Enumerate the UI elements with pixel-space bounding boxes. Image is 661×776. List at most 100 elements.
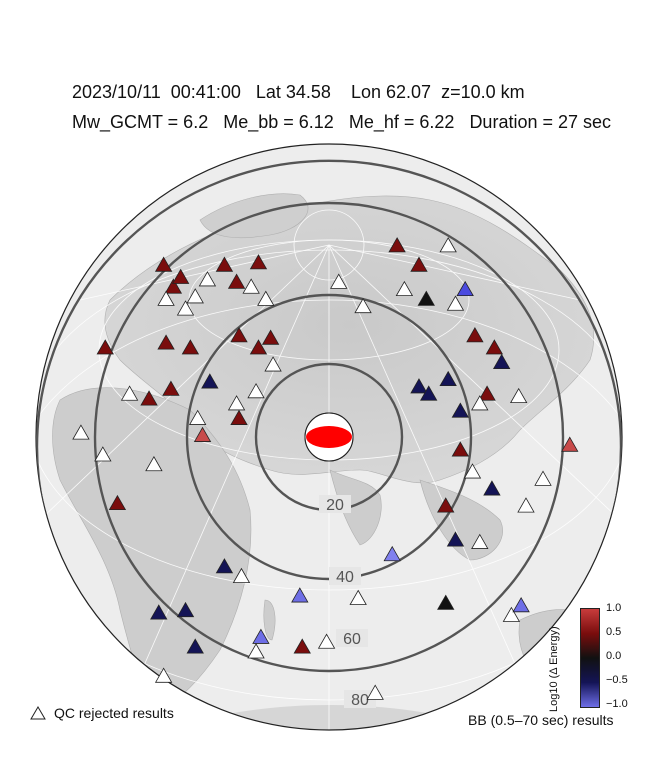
me-bb: Me_bb = 6.12 — [223, 112, 334, 132]
ring-label-background — [319, 495, 351, 513]
station-triangle — [157, 334, 175, 350]
ring-label-background — [329, 567, 361, 585]
ring-label-60: 60 — [343, 631, 361, 648]
colorbar-tick: −0.5 — [606, 674, 628, 686]
station-triangle — [492, 353, 511, 370]
station-triangle — [478, 385, 496, 401]
station-triangle — [227, 395, 246, 411]
station-triangle — [395, 280, 414, 297]
antarctica-landmass — [200, 705, 460, 730]
colorbar-tick: 1.0 — [606, 602, 622, 614]
station-triangle — [215, 558, 234, 574]
event-info-line: 2023/10/11 00:41:00 Lat 34.58 Lon 62.07 … — [72, 82, 525, 103]
ring-label-40: 40 — [336, 569, 354, 586]
ring-label-background — [344, 690, 376, 708]
distance-ring-40 — [93, 201, 565, 673]
event-time: 00:41:00 — [170, 82, 241, 102]
station-triangle — [264, 356, 282, 372]
station-triangle — [230, 409, 248, 425]
station-triangle — [227, 273, 246, 289]
station-triangle — [181, 339, 200, 355]
station-markers — [72, 237, 579, 700]
station-triangle — [215, 256, 234, 272]
station-triangle — [446, 295, 465, 311]
station-triangle — [145, 455, 163, 472]
station-triangle — [437, 497, 455, 513]
station-triangle — [483, 480, 501, 496]
event-date: 2023/10/11 — [72, 82, 161, 102]
bb-results-label: BB (0.5–70 sec) results — [468, 712, 614, 728]
station-triangle — [188, 409, 207, 425]
station-triangle — [176, 601, 195, 618]
station-triangle — [252, 628, 270, 644]
station-triangle — [420, 385, 438, 401]
focal-mechanism-beachball — [304, 412, 354, 462]
station-triangle — [410, 256, 428, 272]
station-triangle — [471, 395, 489, 411]
australia-landmass — [518, 609, 621, 691]
station-triangle — [417, 290, 435, 306]
qc-legend: QC rejected results — [30, 705, 174, 721]
station-triangle — [176, 300, 195, 316]
station-triangle — [517, 497, 535, 513]
station-triangle — [249, 254, 268, 270]
station-triangle — [293, 638, 311, 654]
station-triangle — [186, 638, 204, 654]
station-triangle — [247, 643, 265, 659]
event-depth: z=10.0 km — [441, 82, 525, 102]
ring-label-background — [336, 629, 368, 647]
event-lat: Lat 34.58 — [255, 82, 331, 102]
station-triangle — [249, 339, 268, 355]
distance-ring-60 — [36, 159, 622, 730]
station-triangle — [463, 463, 482, 479]
station-triangle — [383, 545, 401, 562]
station-triangle — [72, 424, 90, 440]
station-triangle — [451, 402, 470, 418]
station-triangle — [388, 237, 406, 253]
station-triangle — [242, 278, 260, 294]
station-triangle — [456, 280, 474, 297]
station-triangle — [186, 288, 204, 304]
station-triangle — [247, 382, 265, 399]
station-triangle — [354, 297, 372, 314]
station-triangle — [509, 387, 528, 404]
station-triangle — [317, 633, 336, 649]
station-triangle — [261, 329, 280, 345]
station-triangle — [140, 390, 158, 406]
station-triangle — [120, 385, 139, 401]
station-triangle — [164, 278, 183, 294]
station-triangle — [410, 378, 428, 394]
station-triangle — [366, 684, 384, 700]
station-triangle — [439, 237, 457, 253]
ring-label-80: 80 — [351, 692, 369, 709]
station-triangle — [154, 256, 173, 272]
colorbar-tick: 0.5 — [606, 626, 622, 638]
ring-label-20: 20 — [326, 497, 344, 514]
station-triangle — [201, 373, 219, 389]
event-lon: Lon 62.07 — [350, 82, 432, 102]
station-triangle — [150, 604, 168, 620]
station-triangle — [198, 271, 217, 287]
duration: Duration = 27 sec — [469, 112, 612, 132]
station-triangle — [349, 589, 367, 605]
station-triangle — [439, 370, 457, 387]
station-triangle — [330, 273, 348, 289]
station-triangle — [561, 436, 579, 452]
station-triangle — [154, 667, 173, 683]
station-triangle — [230, 327, 248, 343]
station-triangle — [96, 339, 114, 355]
station-triangle — [193, 426, 212, 442]
station-triangle — [157, 290, 175, 306]
station-triangle — [232, 567, 251, 584]
station-triangle — [471, 533, 489, 549]
qc-legend-label: QC rejected results — [54, 705, 174, 721]
station-triangle — [485, 339, 504, 355]
station-triangle — [291, 587, 309, 603]
madagascar-landmass — [263, 599, 276, 641]
mw-gcmt: Mw_GCMT = 6.2 — [72, 112, 209, 132]
station-triangle — [451, 441, 470, 457]
station-triangle — [94, 446, 112, 462]
station-triangle — [437, 594, 455, 610]
station-triangle — [257, 290, 275, 306]
